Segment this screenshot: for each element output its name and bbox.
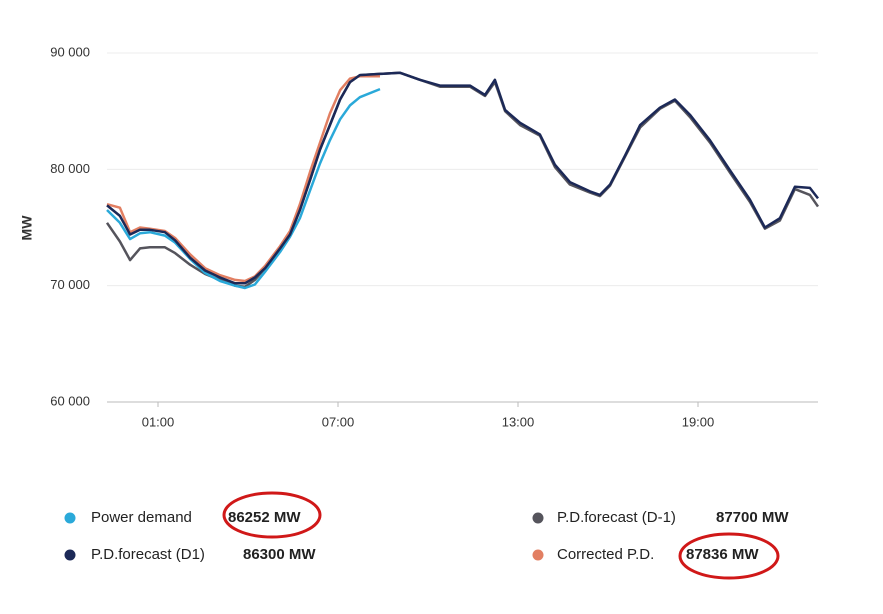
legend-value: 86252 MW [228,509,301,526]
highlight [222,491,322,539]
y-tick-label: 90 000 [50,44,90,59]
highlight [678,532,780,580]
y-tick-label: 80 000 [50,161,90,176]
x-tick-label: 01:00 [142,414,175,429]
legend-marker [532,549,544,561]
y-tick-label: 60 000 [50,393,90,408]
series-line [105,71,820,289]
legend-label: Power demand [91,509,192,526]
legend-label: P.D.forecast (D1) [91,546,205,563]
series-line [106,87,381,290]
legend-value: 87700 MW [716,509,789,526]
legend-value: 86300 MW [243,546,316,563]
x-tick-label: 13:00 [502,414,535,429]
legend-label: Corrected P.D. [557,546,654,563]
x-tick-label: 19:00 [682,414,715,429]
legend-marker [64,549,76,561]
legend-marker [532,512,544,524]
y-tick-label: 70 000 [50,277,90,292]
legend-value: 87836 MW [686,546,759,563]
legend-label: P.D.forecast (D-1) [557,509,676,526]
x-tick-label: 07:00 [322,414,355,429]
y-axis-label: MW [19,215,35,241]
legend-marker [64,512,76,524]
series-line [106,75,380,283]
series-line [106,71,819,285]
